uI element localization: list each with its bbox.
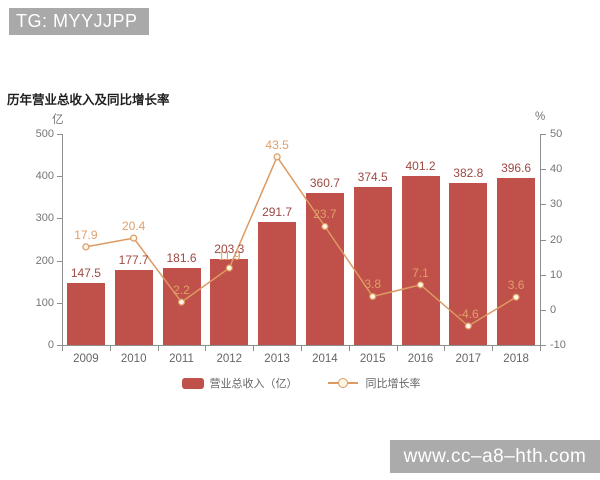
- line-point-2009: [82, 243, 90, 251]
- y-right-tick: [541, 204, 546, 206]
- y-left-tick: [57, 176, 62, 178]
- bar-value-label: 291.7: [262, 204, 293, 219]
- line-point-2010: [130, 234, 138, 242]
- y-axis-right-line: [540, 134, 541, 345]
- x-axis-label: 2017: [455, 353, 482, 365]
- x-axis-tick: [348, 346, 350, 351]
- y-right-tick: [541, 274, 546, 276]
- y-right-tick-label: 30: [550, 198, 563, 211]
- x-axis-label: 2010: [120, 353, 147, 365]
- chart-legend: 营业总收入（亿） 同比增长率: [62, 374, 540, 392]
- y-right-tick: [541, 134, 546, 135]
- bar-series-swatch: [181, 377, 204, 389]
- y-left-tick-label: 0: [47, 339, 54, 351]
- y-right-tick-label: 20: [550, 233, 563, 246]
- growth-value-label: 2.2: [173, 283, 190, 298]
- x-axis-label: 2012: [216, 353, 243, 365]
- y-right-tick-label: 10: [550, 268, 563, 281]
- legend-label-revenue: 营业总收入（亿）: [209, 378, 298, 390]
- tg-badge: TG: MYYJJPP: [9, 8, 149, 35]
- x-axis-label: 2011: [169, 353, 194, 365]
- growth-value-label: 43.5: [265, 137, 289, 152]
- x-axis-tick: [109, 346, 111, 351]
- bar-2012: [210, 259, 249, 345]
- y-left-tick: [57, 302, 62, 304]
- y-left-tick: [57, 218, 62, 220]
- y-right-tick-label: 50: [550, 128, 563, 140]
- growth-value-label: 3.6: [507, 278, 525, 293]
- y-axis-left-line: [62, 134, 63, 345]
- y-right-tick: [541, 345, 546, 346]
- y-left-tick-label: 200: [35, 254, 54, 267]
- legend-line-dash-icon: [327, 382, 338, 384]
- y-left-tick: [57, 134, 62, 135]
- bar-2018: [497, 177, 536, 345]
- line-series-marker: [327, 378, 360, 388]
- bar-2010: [114, 270, 153, 345]
- bar-2011: [162, 268, 201, 345]
- growth-value-label: 3.8: [364, 277, 382, 292]
- right-axis-unit-label: %: [535, 111, 546, 123]
- x-axis-tick: [301, 346, 302, 351]
- line-point-2013: [273, 153, 281, 161]
- growth-value-label: 23.7: [313, 207, 337, 222]
- x-axis-tick: [62, 346, 63, 351]
- x-axis-label: 2009: [73, 353, 99, 365]
- x-axis-tick: [492, 346, 494, 351]
- x-axis-label: 2014: [312, 353, 338, 365]
- bar-value-label: 203.3: [214, 242, 245, 257]
- x-axis-tick: [540, 346, 541, 351]
- x-axis-label: 2015: [359, 353, 386, 365]
- y-left-tick-label: 500: [35, 128, 54, 140]
- growth-value-label: 7.1: [412, 265, 429, 280]
- legend-line-dash-icon: [347, 382, 358, 384]
- growth-value-label: 17.9: [74, 227, 98, 242]
- growth-value-label: 20.4: [122, 219, 146, 234]
- legend-label-growth: 同比增长率: [365, 378, 421, 390]
- bar-value-label: 147.5: [70, 265, 101, 280]
- bar-2009: [66, 282, 105, 345]
- y-left-tick-label: 300: [35, 212, 54, 225]
- x-axis-tick: [157, 346, 159, 351]
- y-left-tick-label: 400: [35, 170, 54, 183]
- legend-item-growth[interactable]: 同比增长率: [327, 375, 421, 391]
- watermark-badge: www.cc–a8–hth.com: [390, 440, 600, 473]
- x-axis-tick: [205, 346, 207, 351]
- x-axis-label: 2016: [407, 353, 434, 365]
- growth-value-label: -4.6: [457, 307, 479, 321]
- x-axis-tick: [444, 346, 446, 351]
- left-axis-unit-label: 亿: [52, 114, 64, 126]
- bar-2016: [401, 175, 440, 345]
- y-right-tick: [541, 309, 546, 311]
- legend-line-circle-icon: [337, 378, 348, 388]
- x-axis-label: 2018: [503, 353, 529, 365]
- bar-value-label: 396.6: [501, 160, 532, 175]
- x-axis-tick: [396, 346, 398, 351]
- y-right-tick-label: -10: [550, 339, 566, 351]
- y-left-tick: [57, 260, 62, 262]
- y-right-tick: [541, 239, 546, 241]
- legend-item-revenue[interactable]: 营业总收入（亿）: [181, 375, 298, 391]
- bar-2015: [353, 186, 392, 345]
- y-right-tick-label: 0: [550, 303, 557, 316]
- y-left-tick: [57, 345, 62, 346]
- y-left-tick-label: 100: [35, 296, 54, 309]
- chart-title: 历年营业总收入及同比增长率: [7, 93, 170, 107]
- bar-2013: [258, 221, 297, 345]
- x-axis-line: [62, 345, 541, 346]
- y-right-tick: [541, 169, 546, 171]
- x-axis-label: 2013: [264, 353, 290, 365]
- x-axis-tick: [253, 346, 255, 351]
- y-right-tick-label: 40: [550, 163, 563, 176]
